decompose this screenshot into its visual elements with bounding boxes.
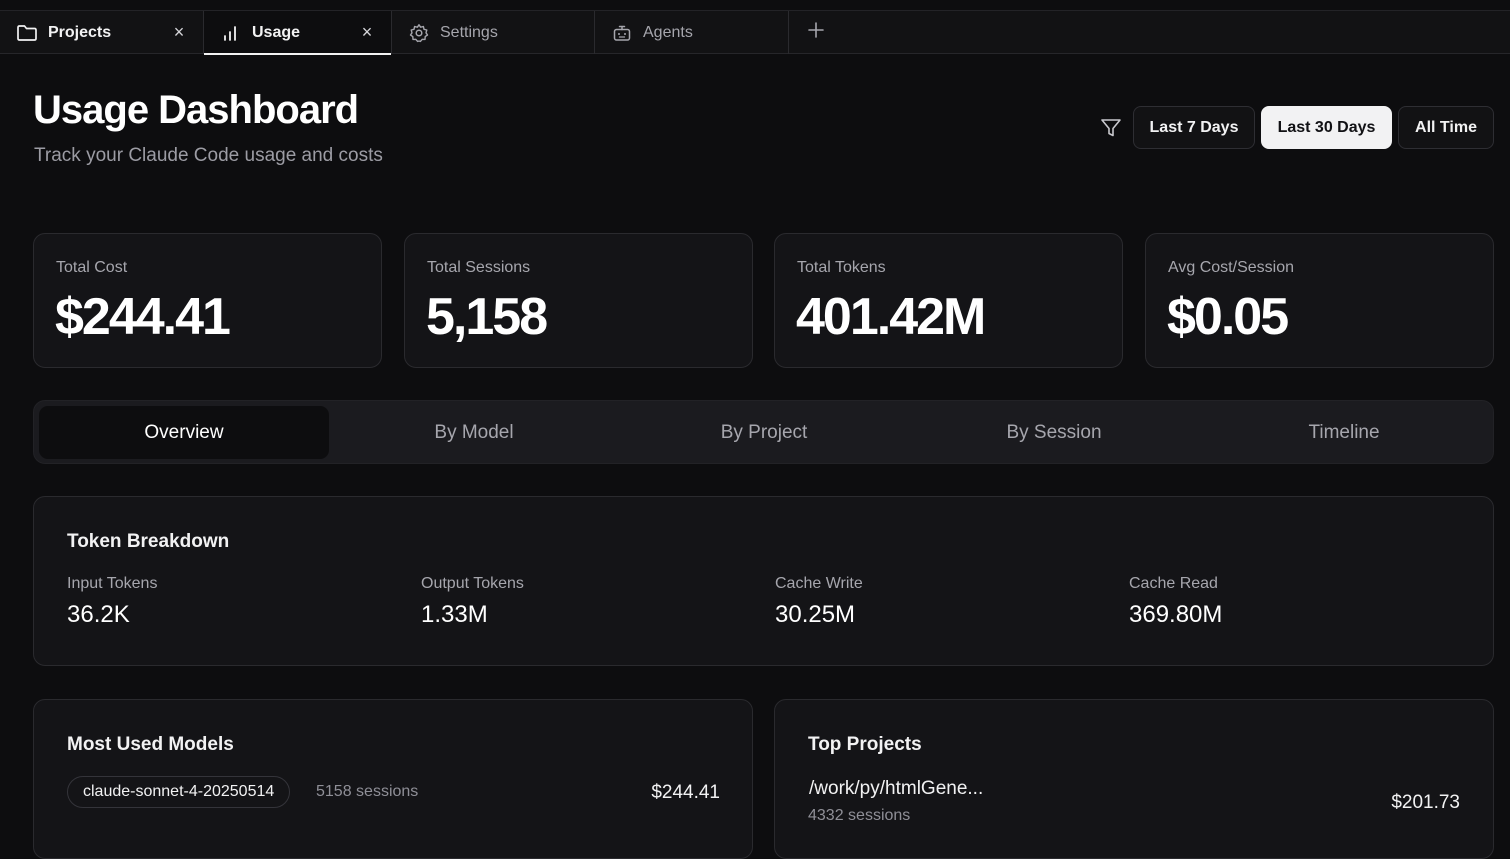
tab-by-model[interactable]: By Model bbox=[434, 421, 514, 443]
stat-label: Total Tokens bbox=[797, 259, 886, 276]
tab-label: Usage bbox=[252, 23, 301, 41]
panel-title: Top Projects bbox=[808, 734, 922, 755]
token-value: 369.80M bbox=[1129, 601, 1223, 628]
token-value: 36.2K bbox=[67, 601, 130, 628]
project-cost: $201.73 bbox=[1391, 792, 1460, 813]
stat-card-avg-cost-session: Avg Cost/Session $0.05 bbox=[1145, 233, 1494, 368]
page-title: Usage Dashboard bbox=[33, 88, 359, 132]
model-session-count: 5158 sessions bbox=[316, 783, 419, 800]
panel-title: Token Breakdown bbox=[67, 531, 230, 552]
tab-settings[interactable]: Settings bbox=[392, 11, 595, 54]
tab-timeline[interactable]: Timeline bbox=[1308, 421, 1380, 443]
token-input: Input Tokens 36.2K bbox=[67, 575, 157, 629]
tab-usage[interactable]: Usage × bbox=[204, 11, 392, 55]
range-last-7-days-button[interactable]: Last 7 Days bbox=[1133, 106, 1255, 149]
bar-chart-icon bbox=[220, 22, 242, 44]
stat-card-total-sessions: Total Sessions 5,158 bbox=[404, 233, 753, 368]
bot-icon bbox=[611, 22, 633, 44]
close-icon[interactable]: × bbox=[361, 21, 373, 42]
plus-icon bbox=[807, 21, 825, 44]
range-all-time-button[interactable]: All Time bbox=[1398, 106, 1494, 149]
stat-value: 5,158 bbox=[426, 288, 548, 346]
stat-card-total-tokens: Total Tokens 401.42M bbox=[774, 233, 1123, 368]
token-value: 1.33M bbox=[421, 601, 488, 628]
close-icon[interactable]: × bbox=[173, 21, 185, 42]
tab-agents[interactable]: Agents bbox=[595, 11, 789, 54]
token-output: Output Tokens 1.33M bbox=[421, 575, 524, 629]
filter-icon[interactable] bbox=[1099, 116, 1123, 140]
stat-value: $0.05 bbox=[1167, 288, 1289, 346]
tab-overview[interactable]: Overview bbox=[39, 406, 329, 459]
tab-label: Settings bbox=[440, 23, 498, 41]
stat-label: Total Cost bbox=[56, 259, 128, 276]
stat-card-total-cost: Total Cost $244.41 bbox=[33, 233, 382, 368]
token-cache-write: Cache Write 30.25M bbox=[775, 575, 863, 629]
panel-title: Most Used Models bbox=[67, 734, 234, 755]
token-breakdown-panel: Token Breakdown Input Tokens 36.2K Outpu… bbox=[33, 496, 1494, 666]
tab-by-session[interactable]: By Session bbox=[1006, 421, 1102, 443]
tab-label: Projects bbox=[48, 23, 112, 41]
model-cost: $244.41 bbox=[651, 782, 720, 803]
stat-label: Avg Cost/Session bbox=[1168, 259, 1294, 276]
new-tab-button[interactable] bbox=[789, 11, 843, 54]
range-last-30-days-button[interactable]: Last 30 Days bbox=[1261, 106, 1392, 149]
stat-value: 401.42M bbox=[796, 288, 986, 346]
top-projects-panel: Top Projects /work/py/htmlGene... 4332 s… bbox=[774, 699, 1494, 859]
tab-projects[interactable]: Projects × bbox=[0, 11, 204, 54]
token-label: Cache Read bbox=[1129, 575, 1218, 592]
token-cache-read: Cache Read 369.80M bbox=[1129, 575, 1222, 629]
page-subtitle: Track your Claude Code usage and costs bbox=[34, 145, 383, 166]
project-path[interactable]: /work/py/htmlGene... bbox=[809, 778, 984, 799]
model-badge: claude-sonnet-4-20250514 bbox=[67, 776, 291, 808]
tab-bar: Projects × Usage × Settings bbox=[0, 10, 1510, 55]
tab-by-project[interactable]: By Project bbox=[720, 421, 808, 443]
token-value: 30.25M bbox=[775, 601, 856, 628]
stat-label: Total Sessions bbox=[427, 259, 531, 276]
most-used-models-panel: Most Used Models claude-sonnet-4-2025051… bbox=[33, 699, 753, 859]
folder-icon bbox=[16, 22, 38, 44]
token-label: Cache Write bbox=[775, 575, 863, 592]
view-tabs: Overview By Model By Project By Session … bbox=[33, 400, 1494, 464]
tab-label: Agents bbox=[643, 23, 693, 41]
project-session-count: 4332 sessions bbox=[808, 807, 911, 824]
gear-icon bbox=[408, 22, 430, 44]
stat-value: $244.41 bbox=[55, 288, 231, 346]
token-label: Output Tokens bbox=[421, 575, 524, 592]
token-label: Input Tokens bbox=[67, 575, 158, 592]
